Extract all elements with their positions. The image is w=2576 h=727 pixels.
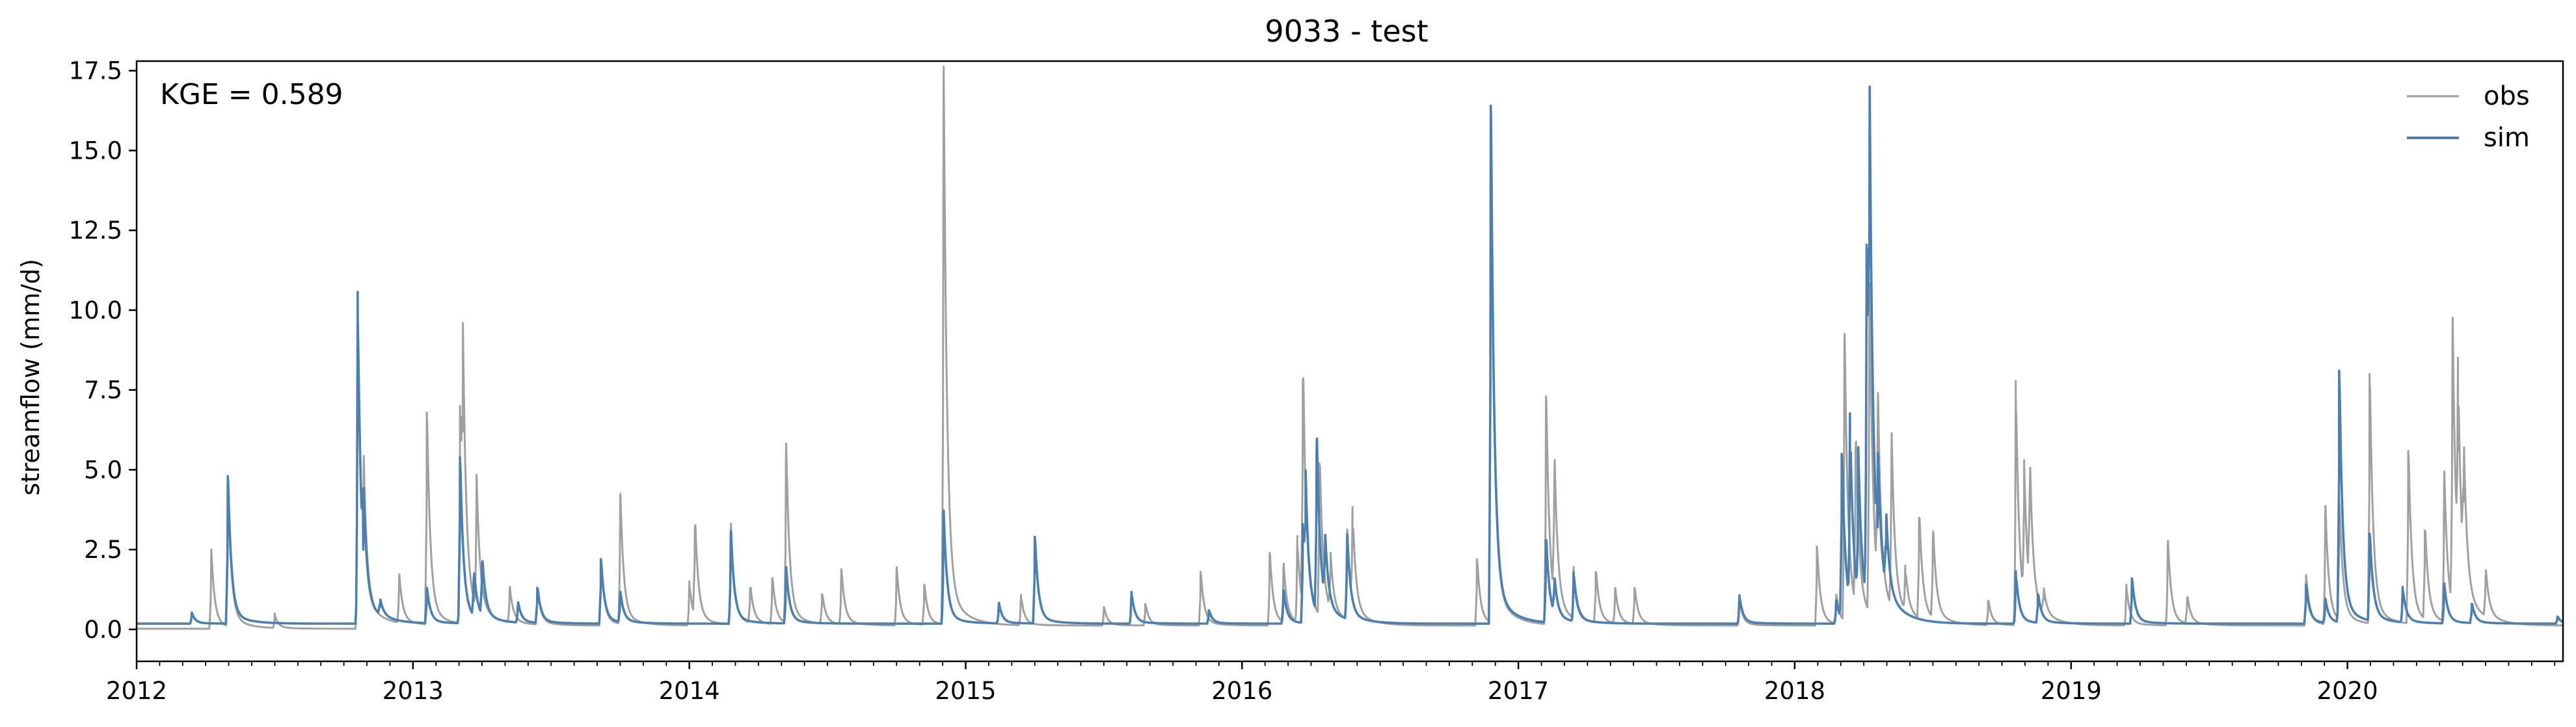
x-tick-label: 2015 (935, 677, 996, 705)
y-tick-label: 7.5 (84, 377, 122, 404)
x-tick-label: 2017 (1488, 677, 1549, 705)
y-tick-label: 12.5 (69, 217, 122, 245)
plot-frame (135, 60, 2564, 663)
x-axis-ticks: 2012 2013 2014 2015 2016 2017 2018 2019 2020 (106, 661, 2556, 705)
y-tick-label: 15.0 (69, 137, 122, 165)
x-tick-label: 2012 (106, 677, 167, 705)
series-line-obs (136, 65, 2564, 630)
x-tick-label: 2020 (2317, 677, 2378, 705)
y-tick-label: 17.5 (69, 57, 122, 85)
x-tick-label: 2013 (382, 677, 444, 705)
x-tick-label: 2018 (1764, 677, 1825, 705)
x-tick-label: 2019 (2041, 677, 2102, 705)
series-line-sim (136, 85, 2564, 625)
y-tick-label: 10.0 (69, 297, 122, 324)
y-tick-label: 0.0 (84, 616, 122, 644)
legend-label-sim: sim (2484, 123, 2530, 153)
x-tick-label: 2014 (659, 677, 720, 705)
series-layer (136, 65, 2564, 630)
legend: obs sim (2407, 81, 2530, 153)
legend-label-obs: obs (2484, 81, 2530, 111)
y-tick-label: 5.0 (84, 456, 122, 484)
chart-title: 9033 - test (1265, 14, 1428, 49)
y-axis-label: streamflow (mm/d) (16, 259, 45, 496)
kge-annotation: KGE = 0.589 (160, 78, 343, 111)
x-tick-label: 2016 (1211, 677, 1272, 705)
y-tick-label: 2.5 (84, 536, 122, 564)
y-axis-ticks: 0.0 2.5 5.0 7.5 10.0 12.5 15.0 17.5 (69, 57, 137, 644)
